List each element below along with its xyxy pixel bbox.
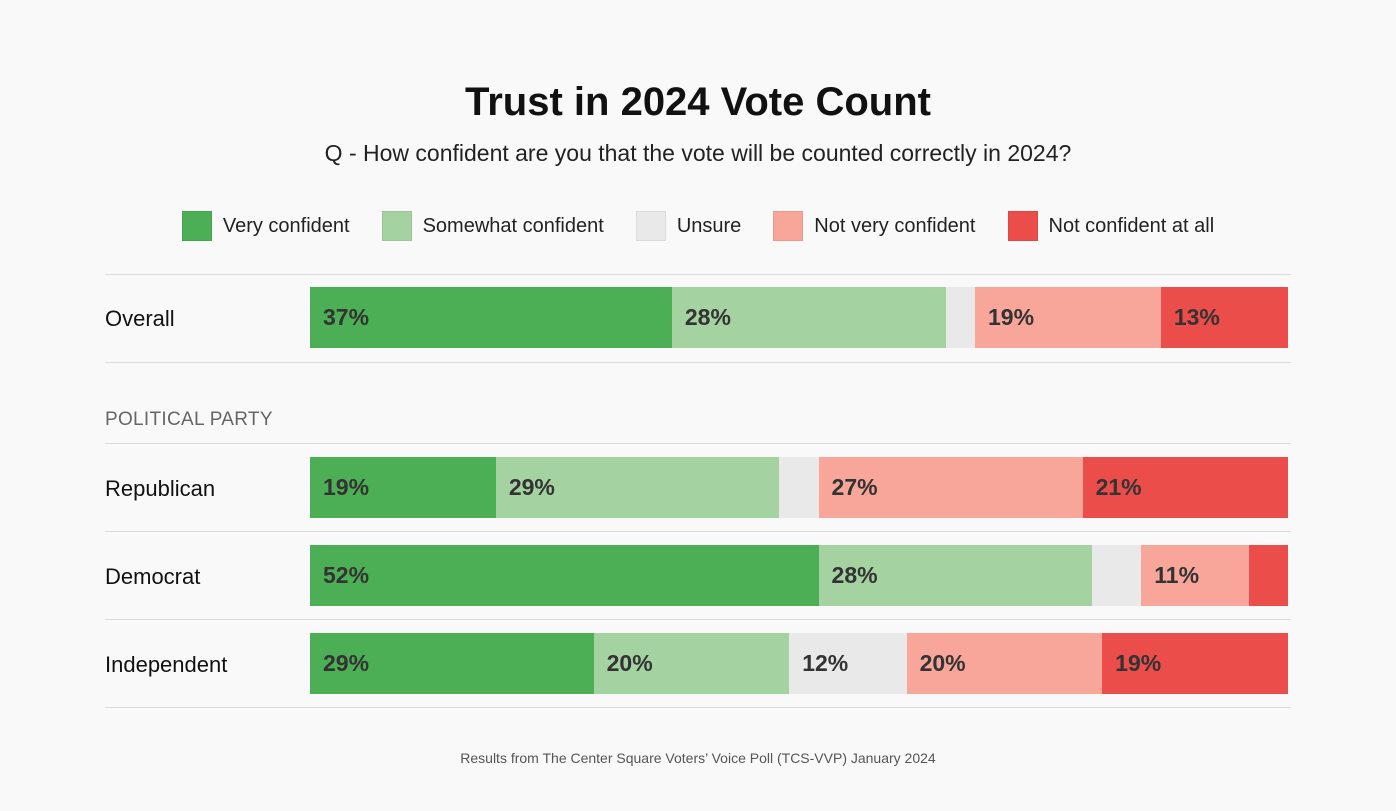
legend-item: Not confident at all [1007, 211, 1215, 241]
legend-swatch [381, 211, 412, 241]
data-label: 52% [323, 562, 370, 588]
legend-label: Very confident [222, 214, 350, 237]
legend-swatch [635, 211, 666, 241]
data-label: 21% [1095, 474, 1142, 500]
legend-item: Somewhat confident [381, 211, 604, 241]
legend-item: Unsure [635, 211, 742, 241]
section-label: POLITICAL PARTY [105, 409, 273, 430]
data-label: 12% [802, 650, 849, 676]
bar-segment: 27% [818, 457, 1083, 518]
legend-item: Not very confident [773, 211, 976, 241]
bar-segment: 19% [1102, 633, 1288, 694]
bar-segment [1092, 545, 1142, 606]
legend-swatch [1007, 211, 1038, 241]
data-label: 27% [831, 474, 878, 500]
bar-segment [945, 287, 976, 348]
bar-segment: 20% [593, 633, 790, 694]
stacked-bar: 29% 20% 12% 20% 19% [310, 633, 1288, 694]
data-label: 19% [323, 474, 370, 500]
legend-label: Somewhat confident [422, 214, 604, 237]
data-label: 37% [323, 304, 370, 330]
data-label: 11% [1154, 562, 1200, 588]
stacked-bar: 37% 28% 19% 13% [310, 287, 1288, 348]
legend-label: Not very confident [814, 214, 976, 237]
legend-item: Very confident [181, 211, 350, 241]
divider [105, 531, 1291, 532]
legend-swatch [181, 211, 212, 241]
data-label: 20% [919, 650, 966, 676]
data-label: 20% [606, 650, 653, 676]
data-label: 13% [1173, 304, 1220, 330]
data-label: 28% [831, 562, 878, 588]
data-label: 19% [988, 304, 1035, 330]
data-label: 19% [1115, 650, 1162, 676]
legend-label: Unsure [676, 214, 742, 237]
bar-segment: 13% [1160, 287, 1288, 348]
divider [105, 443, 1291, 444]
footnote: Results from The Center Square Voters’ V… [460, 750, 936, 766]
legend: Very confident Somewhat confident Unsure No… [0, 211, 1396, 241]
bar-segment: 28% [671, 287, 946, 348]
divider [105, 362, 1291, 363]
bar-segment: 29% [310, 633, 594, 694]
data-label: 29% [508, 474, 555, 500]
stacked-bar: 52% 28% 11% [310, 545, 1288, 606]
row-label: Overall [105, 306, 175, 331]
legend-swatch [773, 211, 804, 241]
row-label: Republican [105, 476, 216, 501]
divider [105, 707, 1291, 708]
bar-segment: 11% [1141, 545, 1249, 606]
data-label: 29% [323, 650, 370, 676]
chart-title: Trust in 2024 Vote Count [465, 80, 931, 124]
bar-segment: 20% [906, 633, 1103, 694]
bar-segment [779, 457, 819, 518]
row-label: Democrat [105, 564, 201, 589]
bar-segment: 29% [495, 457, 780, 518]
bar-segment: 19% [310, 457, 496, 518]
bar-segment: 52% [310, 545, 819, 606]
bar-segment: 12% [789, 633, 907, 694]
bar-segment: 19% [975, 287, 1161, 348]
bar-segment: 21% [1082, 457, 1288, 518]
divider [105, 619, 1291, 620]
bar-segment: 28% [818, 545, 1093, 606]
bar-segment: 37% [310, 287, 672, 348]
data-label: 28% [684, 304, 731, 330]
divider [105, 274, 1291, 275]
stacked-bar: 19% 29% 27% 21% [310, 457, 1288, 518]
row-label: Independent [105, 652, 228, 677]
chart-subtitle: Q - How confident are you that the vote … [324, 140, 1072, 166]
bar-segment [1248, 545, 1288, 606]
legend-label: Not confident at all [1048, 214, 1215, 237]
